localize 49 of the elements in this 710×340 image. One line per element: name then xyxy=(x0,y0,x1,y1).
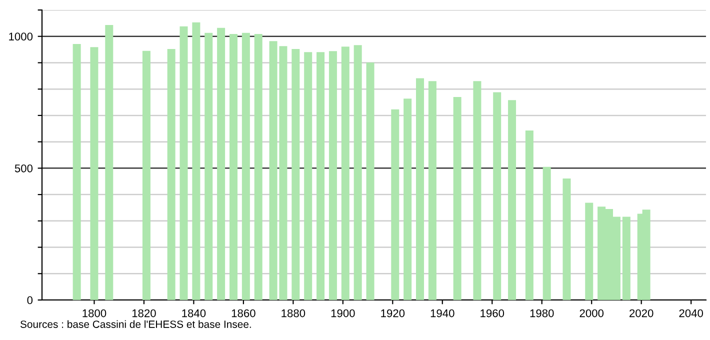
x-tick-label: 1900 xyxy=(331,309,355,318)
bar xyxy=(585,202,594,300)
bar xyxy=(292,49,300,300)
x-tick-label: 1820 xyxy=(132,309,156,318)
bar xyxy=(242,32,250,300)
bar xyxy=(416,78,424,300)
x-tick-label: 1880 xyxy=(282,309,306,318)
bar xyxy=(180,26,188,300)
bar xyxy=(316,52,325,300)
x-tick-label: 1920 xyxy=(381,309,405,318)
bar xyxy=(204,32,213,300)
bar xyxy=(72,44,81,300)
x-tick-label: 1960 xyxy=(480,309,504,318)
bar xyxy=(428,81,436,300)
x-tick-label: 1860 xyxy=(232,309,256,318)
bar xyxy=(167,49,176,300)
bar xyxy=(105,25,114,300)
x-tick-label: 2000 xyxy=(580,309,604,318)
x-tick-label: 1940 xyxy=(430,309,454,318)
bar xyxy=(328,51,337,300)
bar xyxy=(508,100,516,300)
bar xyxy=(453,97,462,300)
bar xyxy=(366,62,374,300)
bar xyxy=(142,50,150,300)
source-note: Sources : base Cassini de l'EHESS et base Insee. xyxy=(20,320,251,328)
bar xyxy=(493,92,502,300)
bar xyxy=(354,45,362,300)
bar xyxy=(304,52,312,300)
x-tick-label: 1980 xyxy=(530,309,554,318)
bar xyxy=(192,22,200,300)
bar xyxy=(90,47,98,300)
x-tick-label: 2020 xyxy=(630,309,654,318)
bar xyxy=(391,109,400,300)
bar xyxy=(217,28,226,300)
bar xyxy=(473,81,482,300)
bar xyxy=(562,178,571,300)
x-tick-label: 1840 xyxy=(182,309,206,318)
x-tick-label: 1800 xyxy=(82,309,106,318)
bar xyxy=(404,98,412,300)
bar xyxy=(525,130,534,300)
bar xyxy=(341,46,350,300)
bar xyxy=(542,166,551,300)
bar xyxy=(254,34,262,300)
bar xyxy=(229,34,238,300)
y-tick-label: 0 xyxy=(27,296,33,304)
bar xyxy=(622,216,630,300)
x-tick-label: 2040 xyxy=(679,309,704,318)
y-tick-label: 1000 xyxy=(9,32,33,40)
y-tick-label: 500 xyxy=(14,164,33,172)
